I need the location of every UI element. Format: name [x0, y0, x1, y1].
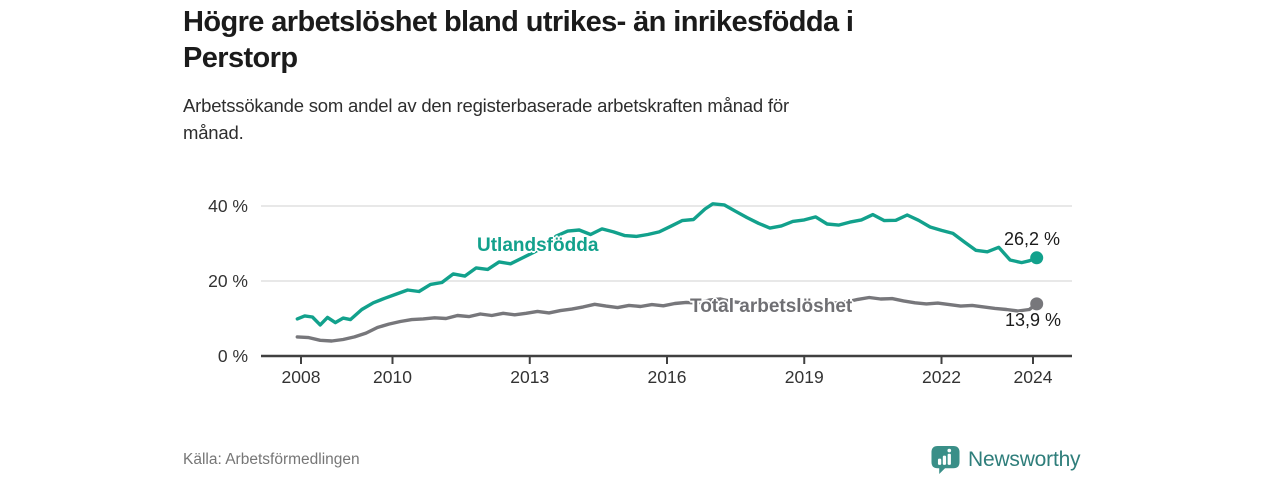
x-tick-label-2016: 2016 [648, 367, 687, 387]
page-title: Högre arbetslöshet bland utrikes- än inr… [183, 4, 1103, 76]
bar-chart-glyph [937, 448, 952, 465]
x-tick-label-2024: 2024 [1014, 367, 1053, 387]
y-tick-label: 40 % [208, 196, 248, 216]
series-label-total-arbetsloshet: Total arbetslöshet [690, 296, 853, 317]
chart-subtitle: Arbetssökande som andel av den registerb… [183, 92, 1103, 146]
newsworthy-wordmark: Newsworthy [968, 448, 1081, 471]
end-value-label-utlandsfodda: 26,2 % [1004, 229, 1061, 249]
page-title-line-1: Högre arbetslöshet bland utrikes- än inr… [183, 6, 854, 38]
end-value-label-total: 13,9 % [1005, 310, 1062, 330]
y-tick-label: 20 % [208, 271, 248, 291]
source-note: Källa: Arbetsförmedlingen [183, 451, 360, 468]
x-tick-label-2022: 2022 [922, 367, 961, 387]
page-title-line-2: Perstorp [183, 42, 298, 74]
total-endpoint-dot [1030, 297, 1044, 311]
chart-header: Högre arbetslöshet bland utrikes- än inr… [183, 4, 1103, 146]
utlandsfodda-endpoint-dot [1030, 251, 1044, 265]
y-tick-label: 0 % [218, 346, 248, 366]
series-label-utlandsfodda: Utlandsfödda [477, 235, 599, 256]
total-line [295, 295, 1039, 343]
newsworthy-logo-icon [931, 445, 960, 474]
chart-subtitle-line-2: månad. [183, 122, 244, 143]
newsworthy-logo: Newsworthy [931, 444, 1081, 476]
x-tick-label-2010: 2010 [373, 367, 412, 387]
utlandsfodda-line [295, 202, 1039, 327]
chart-subtitle-line-1: Arbetssökande som andel av den registerb… [183, 95, 789, 116]
x-tick-label-2019: 2019 [785, 367, 824, 387]
x-tick-label-2008: 2008 [282, 367, 321, 387]
x-tick-label-2013: 2013 [510, 367, 549, 387]
